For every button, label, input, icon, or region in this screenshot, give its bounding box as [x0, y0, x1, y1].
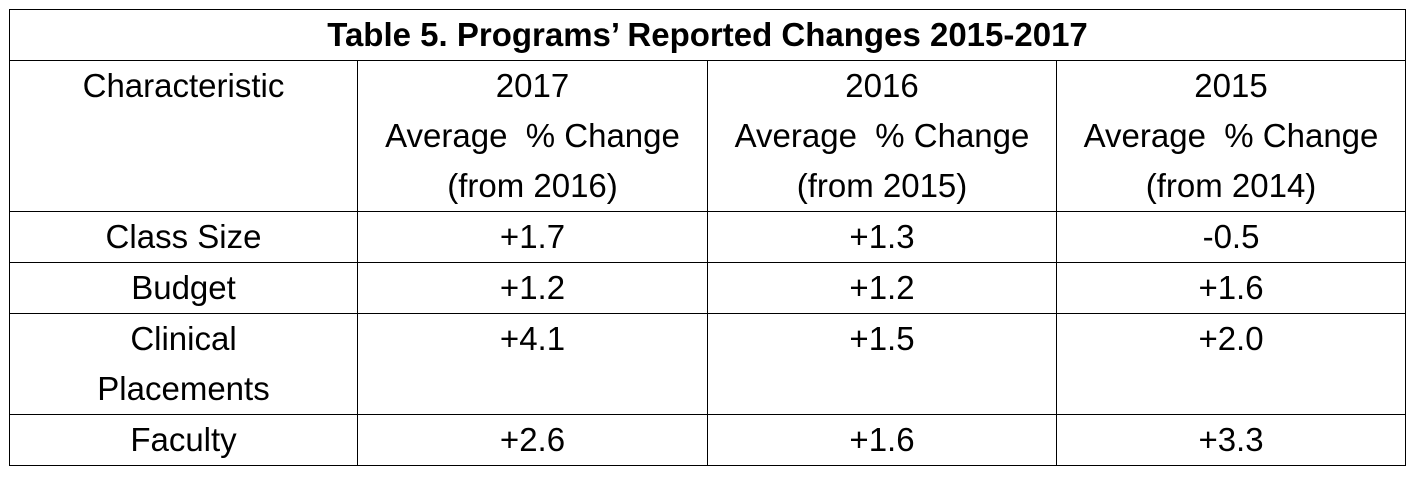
column-header-line: (from 2016): [447, 167, 618, 204]
characteristic-cell: Budget: [9, 262, 358, 314]
column-header-line: Average % Change: [385, 117, 680, 154]
table-row: Budget +1.2 +1.2 +1.6: [9, 262, 1407, 314]
value-cell-2016: +1.3: [707, 211, 1057, 263]
data-table-container: Table 5. Programs’ Reported Changes 2015…: [8, 9, 1407, 466]
value-cell-2017: +1.7: [357, 211, 708, 263]
column-header-2015: 2015 Average % Change (from 2014): [1055, 60, 1407, 212]
table-row: Class Size +1.7 +1.3 -0.5: [9, 211, 1407, 263]
value-cell-2017: +4.1: [357, 313, 708, 415]
characteristic-cell: Clinical Placements: [9, 313, 358, 415]
table-title: Table 5. Programs’ Reported Changes 2015…: [8, 9, 1407, 61]
characteristic-label: Class Size: [105, 218, 262, 255]
column-header-line: Characteristic: [82, 67, 285, 104]
value-cell-2015: -0.5: [1055, 211, 1407, 263]
characteristic-label: Faculty: [130, 421, 237, 458]
column-header-line: (from 2015): [796, 167, 968, 204]
column-header-line: 2015: [1194, 67, 1268, 104]
programs-changes-table: Table 5. Programs’ Reported Changes 2015…: [8, 9, 1407, 466]
value-cell-2015: +3.3: [1055, 414, 1407, 466]
header-row: Characteristic 2017 Average % Change (fr…: [9, 60, 1407, 212]
value-cell-2016: +1.5: [707, 313, 1057, 415]
value-cell-2016: +1.6: [707, 414, 1057, 466]
value-cell-2016: +1.2: [707, 262, 1057, 314]
column-header-line: (from 2014): [1145, 167, 1317, 204]
title-row: Table 5. Programs’ Reported Changes 2015…: [8, 9, 1407, 61]
value-cell-2017: +1.2: [357, 262, 708, 314]
table-row: Clinical Placements +4.1 +1.5 +2.0: [9, 313, 1407, 415]
column-header-line: Average % Change: [1083, 117, 1379, 154]
value-cell-2015: +2.0: [1055, 313, 1407, 415]
column-header-line: Average % Change: [734, 117, 1030, 154]
characteristic-label: Placements: [97, 370, 270, 407]
characteristic-cell: Faculty: [9, 414, 358, 466]
value-cell-2015: +1.6: [1055, 262, 1407, 314]
value-cell-2017: +2.6: [357, 414, 708, 466]
characteristic-cell: Class Size: [9, 211, 358, 263]
table-row: Faculty +2.6 +1.6 +3.3: [9, 414, 1407, 466]
characteristic-label: Clinical: [130, 320, 237, 357]
characteristic-label: Budget: [131, 269, 236, 306]
column-header-characteristic: Characteristic: [9, 60, 358, 212]
column-header-line: 2016: [845, 67, 919, 104]
column-header-2016: 2016 Average % Change (from 2015): [707, 60, 1057, 212]
column-header-line: 2017: [495, 67, 570, 104]
column-header-2017: 2017 Average % Change (from 2016): [357, 60, 708, 212]
